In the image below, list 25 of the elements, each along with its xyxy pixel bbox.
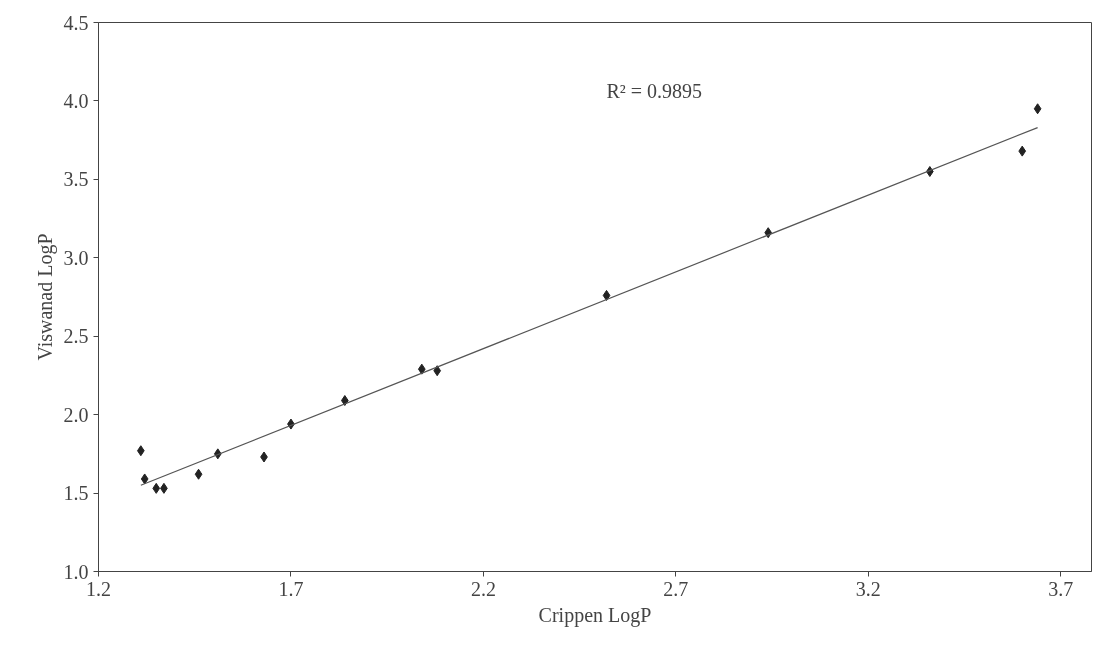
y-tick-label: 3.5 (63, 168, 89, 191)
x-axis-title: Crippen LogP (538, 603, 652, 627)
y-axis-title: Viswanad LogP (33, 233, 57, 361)
y-tick-label: 2.5 (63, 325, 89, 348)
x-tick-label: 2.2 (470, 577, 496, 600)
annotation: R² = 0.9895 (606, 79, 703, 102)
point (1018, 145, 1027, 157)
x-tick-label: 3.2 (855, 577, 881, 600)
y-tick-label: 3.0 (63, 246, 89, 269)
point (1033, 103, 1042, 115)
x-tick-label: 3.7 (1048, 577, 1074, 600)
y-tick-label: 4.0 (63, 89, 89, 112)
point (194, 468, 203, 480)
y-tick-label: 1.0 (63, 560, 89, 583)
point (417, 363, 426, 375)
point (433, 365, 442, 377)
x-tick-label: 1.7 (278, 577, 304, 600)
y-tick-label: 4.5 (63, 11, 89, 34)
point (140, 473, 149, 485)
y-tick-label: 2.0 (63, 403, 89, 426)
y-tick-label: 1.5 (63, 482, 89, 505)
point (602, 289, 611, 301)
x-tick-label: 1.2 (86, 577, 111, 600)
x-tick-label: 2.7 (663, 577, 689, 600)
point (152, 482, 161, 494)
